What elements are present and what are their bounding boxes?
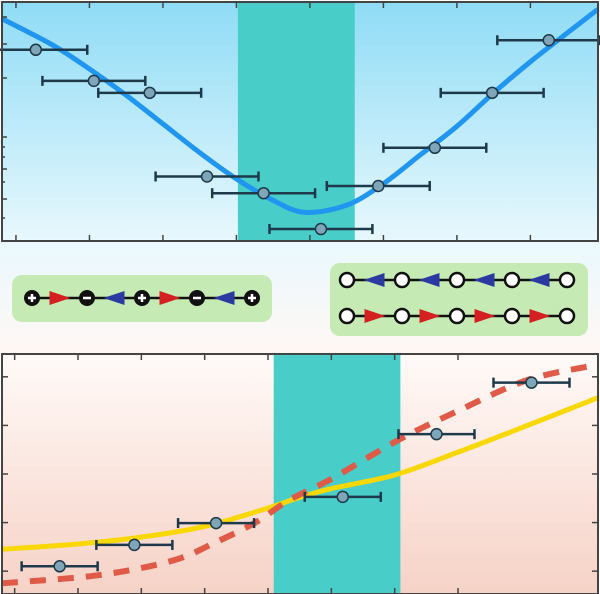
data-point [41, 74, 147, 88]
open-circle-icon [558, 271, 576, 289]
marker [336, 490, 350, 504]
marker [430, 427, 443, 441]
red-arrow-right-icon [49, 291, 71, 305]
open-circle-icon [393, 271, 411, 289]
marker [128, 538, 141, 552]
blue-arrow-left-icon [363, 273, 385, 287]
insets [12, 263, 588, 336]
open-circle-icon [558, 307, 576, 325]
marker [87, 74, 101, 88]
open-circle-icon [393, 307, 411, 325]
data-point [97, 86, 203, 100]
top-panel [0, 1, 600, 242]
marker [200, 170, 214, 183]
marker [428, 141, 442, 155]
data-point [95, 538, 174, 552]
data-point [176, 516, 256, 530]
open-circle-icon [448, 307, 466, 325]
data-point [382, 141, 488, 155]
marker [53, 560, 66, 573]
marker [485, 86, 499, 100]
marker [143, 86, 156, 100]
data-point [325, 179, 431, 193]
blue-solid-curve [0, 7, 600, 215]
plot-frame [1, 1, 599, 242]
open-circle-icon [448, 271, 466, 289]
open-circle-icon [338, 307, 356, 325]
marker [209, 516, 223, 530]
blue-arrow-left-icon [103, 291, 125, 305]
red-arrow-right-icon [364, 309, 386, 323]
open-circle-icon [338, 271, 356, 289]
red-arrow-right-icon [159, 291, 181, 305]
data-point [492, 376, 571, 389]
red-dashed-curve [1, 361, 599, 587]
bottom-panel [1, 353, 599, 594]
marker [525, 376, 538, 389]
open-circle-icon [503, 271, 521, 289]
red-arrow-right-icon [474, 309, 496, 323]
data-point [268, 222, 374, 236]
shaded-band [273, 354, 401, 594]
red-arrow-right-icon [419, 309, 441, 323]
chain [338, 271, 576, 289]
open-circle-icon [503, 307, 521, 325]
blue-arrow-left-icon [528, 273, 550, 287]
marker [314, 222, 328, 236]
blue-arrow-left-icon [213, 291, 235, 305]
marker [372, 179, 385, 193]
data-point [496, 33, 600, 47]
blue-arrow-left-icon [473, 273, 495, 287]
marker [542, 33, 556, 47]
shaded-band [237, 2, 355, 241]
data-point [210, 186, 317, 200]
data-point [154, 170, 260, 183]
data-point [303, 490, 383, 504]
chain [338, 307, 576, 325]
chain [24, 290, 260, 306]
data-point [439, 86, 545, 100]
red-arrow-right-icon [529, 309, 551, 323]
marker [29, 43, 43, 57]
data-point [20, 560, 99, 573]
marker [257, 186, 270, 200]
blue-arrow-left-icon [418, 273, 440, 287]
data-point [397, 427, 476, 441]
